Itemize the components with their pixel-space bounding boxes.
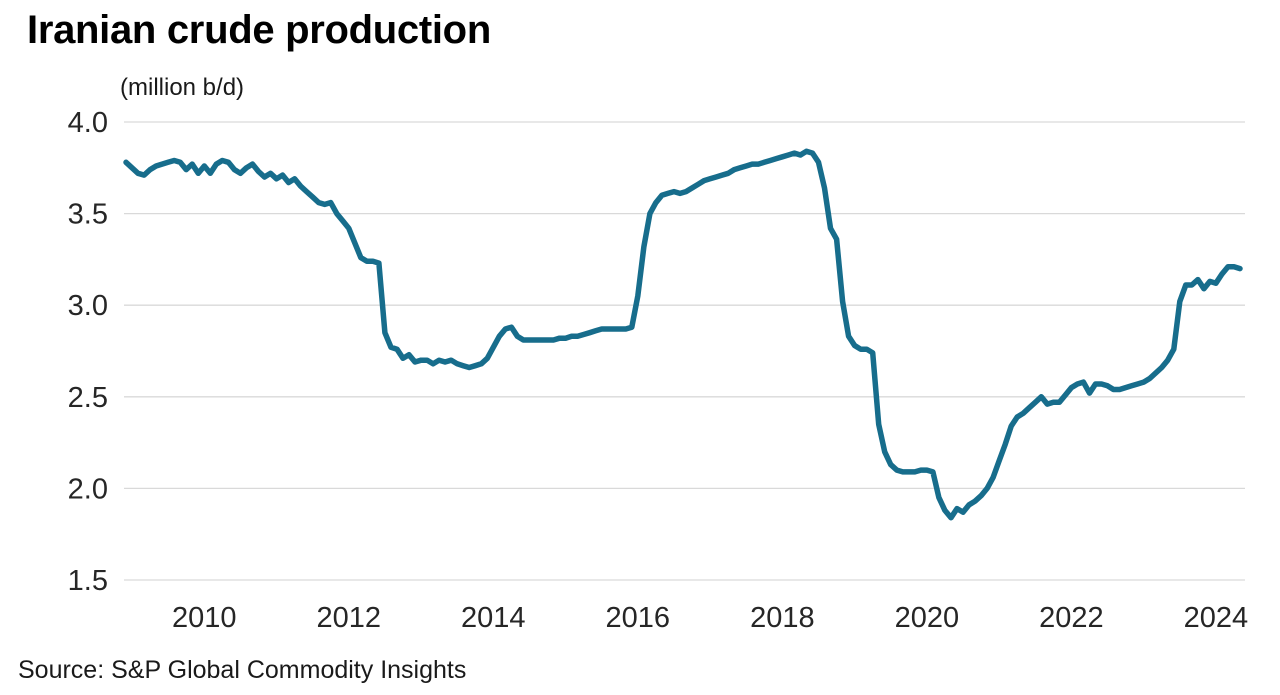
y-axis-tick-label: 4.0 [68, 107, 108, 139]
y-axis-tick-label: 3.0 [68, 290, 108, 322]
y-axis-tick-label: 1.5 [68, 565, 108, 597]
chart-subtitle: (million b/d) [120, 74, 245, 101]
chart-title: Iranian crude production [27, 8, 491, 52]
source-note: Source: S&P Global Commodity Insights [18, 656, 467, 684]
x-axis-tick-label: 2014 [461, 602, 526, 634]
x-axis-tick-label: 2010 [172, 602, 237, 634]
x-axis-tick-label: 2012 [317, 602, 382, 634]
y-axis-tick-label: 3.5 [68, 199, 108, 231]
y-axis-tick-label: 2.0 [68, 473, 108, 505]
x-axis-tick-label: 2022 [1039, 602, 1104, 634]
x-axis-tick-label: 2016 [606, 602, 671, 634]
x-axis-tick-label: 2024 [1184, 602, 1249, 634]
y-axis-tick-label: 2.5 [68, 382, 108, 414]
x-axis-tick-label: 2020 [895, 602, 960, 634]
x-axis-tick-label: 2018 [750, 602, 815, 634]
production-line [123, 148, 1243, 521]
